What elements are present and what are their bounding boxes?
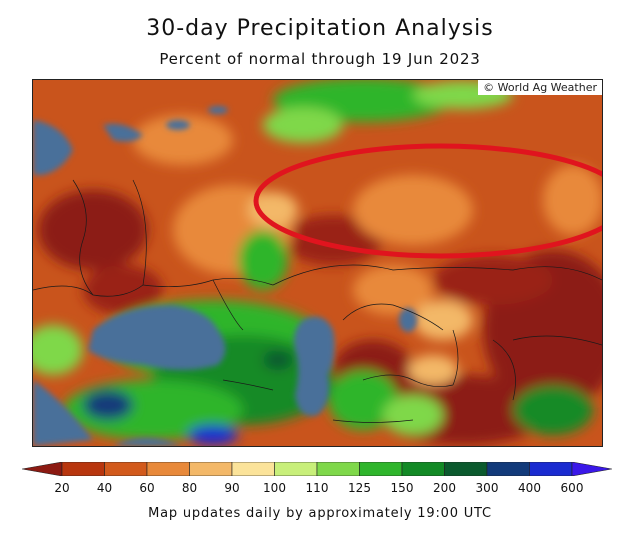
legend-swatch [529,462,573,476]
legend-swatch [444,462,488,476]
legend-tick-label: 80 [181,481,198,495]
legend-tick-label: 300 [475,481,499,495]
legend-tick-label: 110 [305,481,329,495]
legend-swatch [486,462,530,476]
legend-tick-label: 60 [139,481,155,495]
update-note: Map updates daily by approximately 19:00… [148,506,492,521]
map-graphic [33,80,602,446]
precipitation-map: © World Ag Weather [32,79,603,447]
country-borders [33,179,602,423]
legend-tick-label: 150 [390,481,414,495]
legend-swatch [61,462,105,476]
copyright-label: © World Ag Weather [478,80,602,95]
legend-tick-label: 90 [224,481,240,495]
legend-tick-label: 600 [560,481,584,495]
water-bodies [33,106,417,446]
highlight-circle [253,143,602,259]
legend-swatch [146,462,190,476]
legend-swatch [104,462,148,476]
legend-tick-label: 100 [263,481,286,495]
legend-tick-label: 40 [96,481,113,495]
legend-swatch [359,462,403,476]
legend-swatch [189,462,233,476]
legend-swatch-high [571,462,612,476]
map-subtitle: Percent of normal through 19 Jun 2023 [159,50,481,68]
legend-tick-label: 400 [518,481,541,495]
legend-swatch [316,462,360,476]
legend-tick-label: 125 [348,481,371,495]
legend-swatch [231,462,275,476]
legend-colorbar [22,462,612,476]
map-title: 30-day Precipitation Analysis [146,16,494,41]
legend-tick-label: 20 [54,481,70,495]
legend-swatch [401,462,445,476]
legend-swatch [274,462,318,476]
legend-swatch-low [22,462,63,476]
legend-tick-label: 200 [433,481,456,495]
